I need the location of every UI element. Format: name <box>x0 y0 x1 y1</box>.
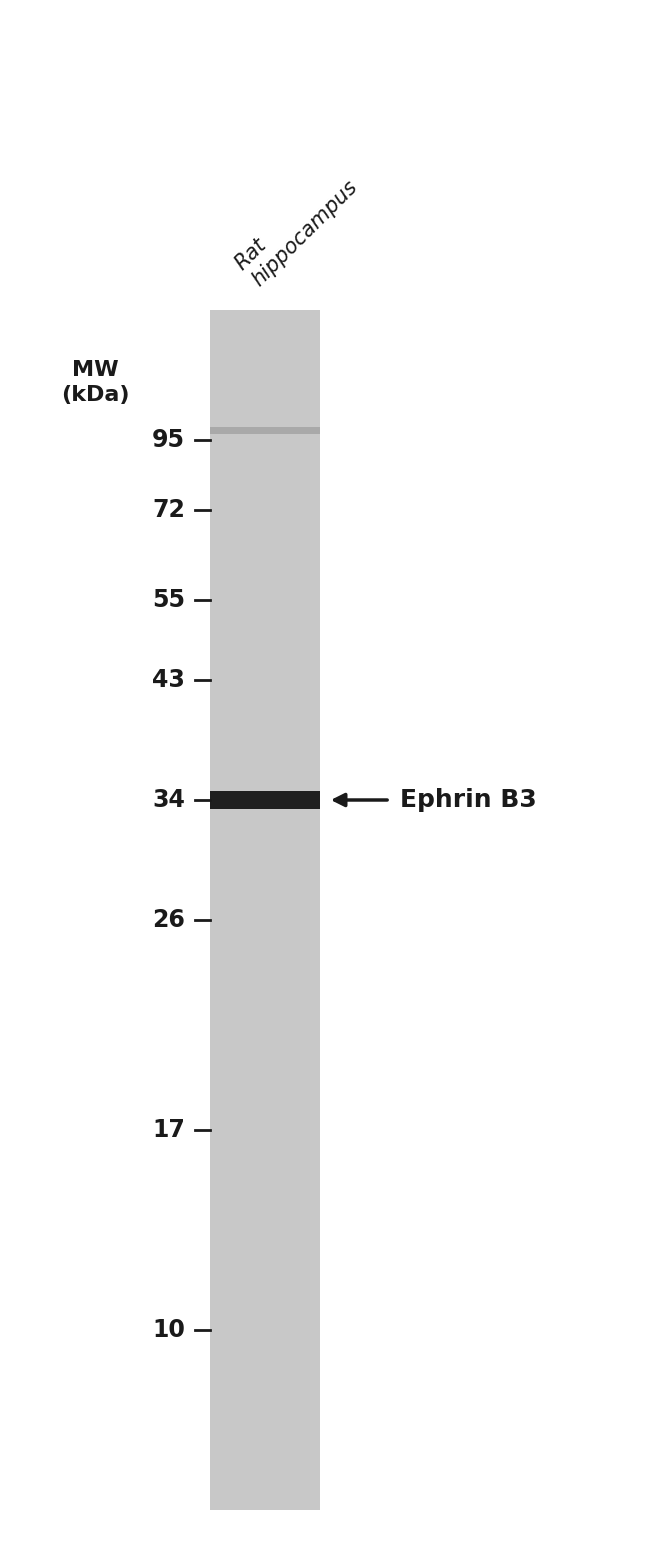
Bar <box>210 427 320 433</box>
Text: 26: 26 <box>152 907 185 932</box>
Text: 34: 34 <box>152 788 185 813</box>
Text: 43: 43 <box>152 668 185 692</box>
Text: 55: 55 <box>152 588 185 613</box>
Bar <box>210 791 320 810</box>
Text: Rat
hippocampus: Rat hippocampus <box>231 160 361 290</box>
Bar <box>210 310 320 1511</box>
Text: 10: 10 <box>152 1318 185 1342</box>
Text: 95: 95 <box>152 428 185 451</box>
Text: Ephrin B3: Ephrin B3 <box>400 788 537 813</box>
Text: MW
(kDa): MW (kDa) <box>60 360 129 405</box>
Text: 17: 17 <box>152 1118 185 1142</box>
Text: 72: 72 <box>152 498 185 523</box>
